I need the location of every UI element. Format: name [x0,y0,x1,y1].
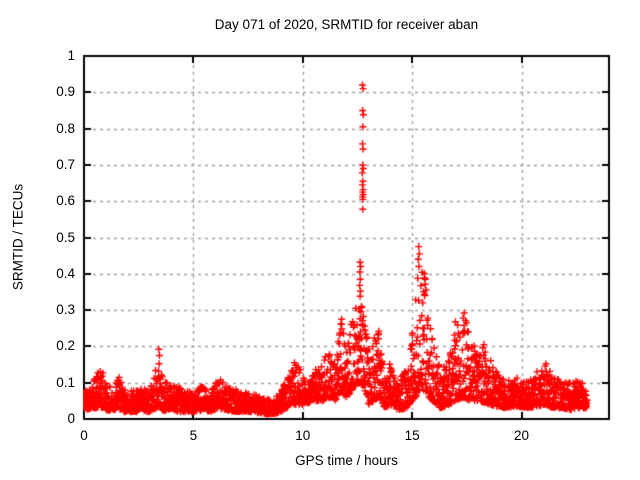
y-tick-label: 0 [67,411,75,426]
y-tick-label: 0.4 [56,265,75,281]
y-tick-label: 1 [67,48,75,63]
y-tick-label: 0.6 [56,193,75,209]
y-tick-label: 0.9 [56,84,75,100]
x-tick-label: 20 [513,428,530,443]
x-axis-label: GPS time / hours [295,453,398,468]
y-tick-label: 0.2 [56,338,75,354]
x-tick-label: 15 [404,428,420,443]
y-tick-label: 0.7 [56,156,75,172]
x-tick-label: 5 [189,428,198,443]
x-tick-label: 0 [80,428,88,443]
x-tick-label: 10 [295,428,311,443]
y-tick-label: 0.3 [56,302,75,318]
y-tick-labels: 0 0.1 0.2 0.3 0.4 0.5 0.6 0.7 0.8 0.9 1 [0,0,75,480]
chart-title: Day 071 of 2020, SRMTID for receiver aba… [214,17,479,32]
y-tick-label: 0.5 [56,229,75,245]
y-tick-label: 0.1 [56,374,75,390]
y-tick-label: 0.8 [56,120,75,136]
